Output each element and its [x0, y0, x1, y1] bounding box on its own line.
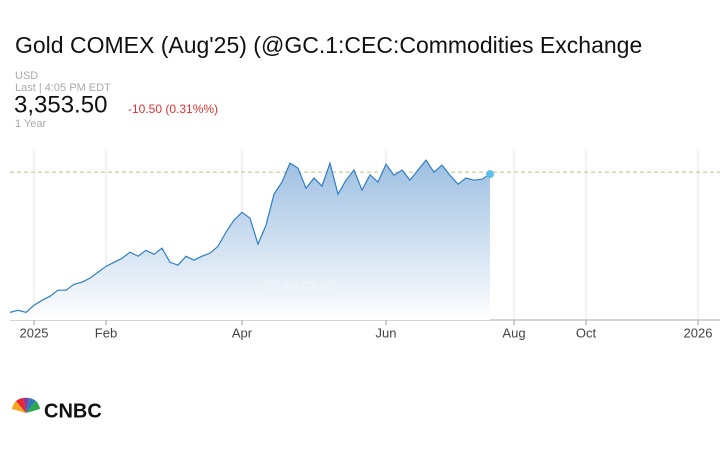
chart-title: Gold COMEX (Aug'25) (@GC.1:CEC:Commoditi…: [15, 32, 642, 58]
x-tick-label: Apr: [232, 325, 253, 340]
area: [10, 160, 490, 320]
x-tick-label: 2026: [684, 325, 713, 340]
x-tick-label: Aug: [502, 325, 525, 340]
currency: USD: [15, 70, 38, 82]
watermark: CNBC: [262, 275, 337, 305]
plot-area: 2025 Feb Apr Jun Aug Oct 2026: [9, 150, 720, 340]
x-tick-label: 2025: [20, 325, 49, 340]
logo-icon: [12, 397, 40, 413]
x-tick-label: Jun: [376, 325, 397, 340]
last-label: Last | 4:05 PM EDT: [15, 82, 111, 94]
logo-text: CNBC: [44, 400, 102, 422]
x-tick-label: Oct: [576, 325, 597, 340]
change: -10.50 (0.31%%): [128, 102, 218, 116]
range-label: 1 Year: [15, 118, 47, 130]
line: [9, 159, 491, 314]
x-tick-label: Feb: [95, 325, 117, 340]
last-point: [486, 170, 494, 179]
price: 3,353.50: [14, 91, 107, 118]
